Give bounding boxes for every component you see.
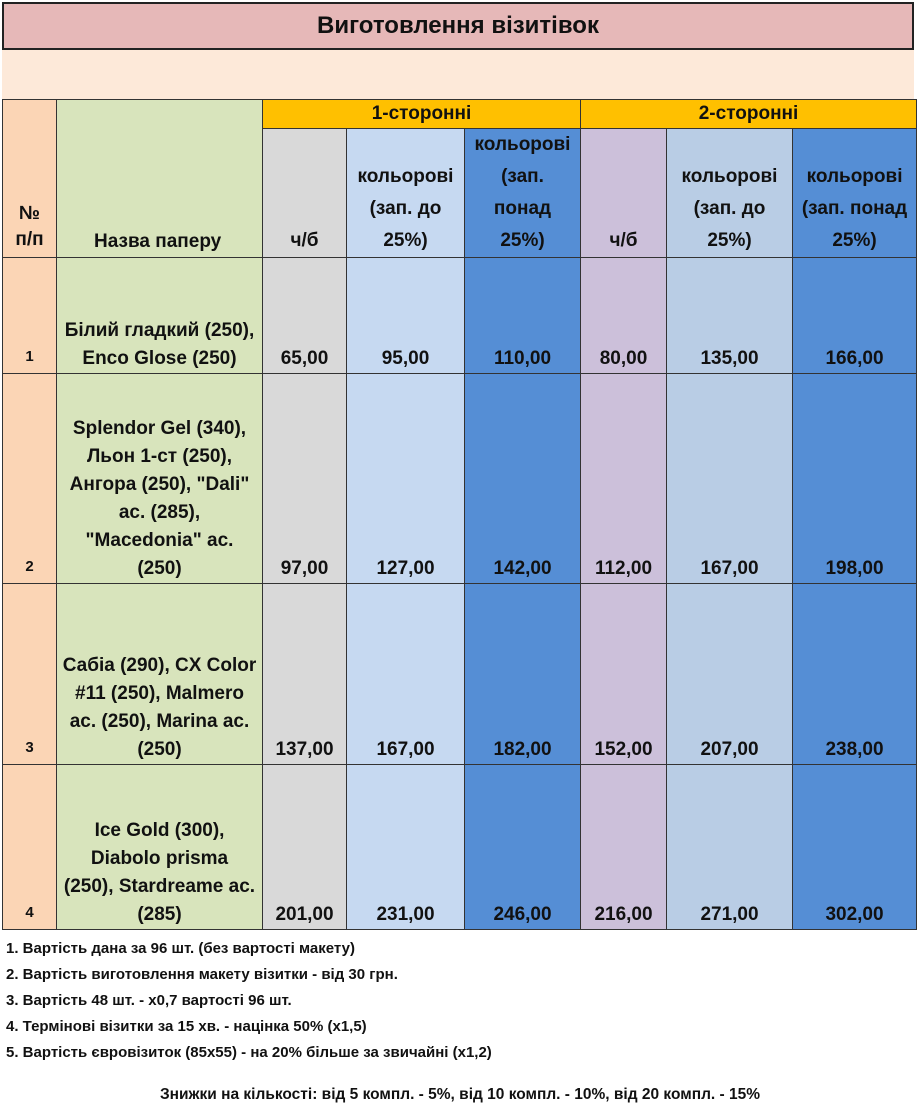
color-high-header: кольорові (зап. понад 25%) [463,128,582,258]
name-line: (285) [137,904,182,925]
price-cell: 167,00 [346,583,465,765]
header-line: кольорові [357,166,454,187]
header-band [2,50,914,100]
price-cell: 65,00 [262,257,347,374]
price-cell: 127,00 [346,373,465,584]
price-cell: 216,00 [580,764,668,930]
price-cell: 110,00 [463,257,582,374]
table-row: 3 Сабіа (290), CX Color #11 (250), Malme… [2,583,918,765]
header-line: 25%) [832,230,877,251]
name-line: Splendor Gel (340), [72,418,247,439]
color-low-header: кольорові (зап. до 25%) [346,128,465,258]
price-cell: 152,00 [580,583,668,765]
header-line: 25%) [383,230,428,251]
header-line: кольорові [474,134,571,155]
price-cell: 201,00 [262,764,347,930]
header-line: (зап. понад [801,198,908,219]
num-header-line: № [18,203,41,224]
column-header-row: ч/б кольорові (зап. до 25%) кольорові (з… [3,128,918,258]
row-number: 1 [2,257,57,374]
header-line: понад [493,198,552,219]
price-cell: 302,00 [792,764,918,930]
name-line: Льон 1-ст (250), [86,446,233,467]
name-line: Сабіа (290), CX Color [62,655,257,676]
group-one-sided: 1-сторонні [261,99,582,129]
name-line: (250), Stardreame ас. [63,876,256,897]
name-header: Назва паперу [56,99,263,258]
group-header-row: № п/п Назва паперу 1-сторонні 2-сторонні [2,99,918,258]
note-item: 2. Вартість виготовлення макету візитки … [6,966,398,983]
num-header-line: п/п [15,229,44,250]
price-cell: 231,00 [346,764,465,930]
table-row: 4 Ice Gold (300), Diabolo prisma (250), … [2,764,918,930]
note-item: 3. Вартість 48 шт. - х0,7 вартості 96 шт… [6,992,292,1009]
table-row: 1 Білий гладкий (250), Enco Glose (250) … [2,257,918,374]
row-number: 3 [2,583,57,765]
price-cell: 97,00 [262,373,347,584]
price-cell: 271,00 [666,764,794,930]
paper-name: Білий гладкий (250), Enco Glose (250) [56,257,263,374]
name-line: Enco Glose (250) [82,348,237,369]
header-line: (зап. [501,166,544,187]
price-cell: 80,00 [580,257,668,374]
bw-header: ч/б [262,128,347,258]
header-line: кольорові [681,166,778,187]
price-cell: 207,00 [666,583,794,765]
paper-name: Ice Gold (300), Diabolo prisma (250), St… [56,764,263,930]
price-cell: 182,00 [463,583,582,765]
header-line: 25%) [500,230,545,251]
name-line: Білий гладкий (250), [64,320,255,341]
color-high2-header: кольорові (зап. понад 25%) [792,128,918,258]
name-line: ас. (250), Marina ас. [69,711,250,732]
price-cell: 135,00 [666,257,794,374]
name-line: Ice Gold (300), [94,820,225,841]
name-line: (250) [137,739,182,760]
note-item: 1. Вартість дана за 96 шт. (без вартості… [6,940,355,957]
header-line: кольорові [806,166,903,187]
note-item: 4. Термінові візитки за 15 хв. - націнка… [6,1018,367,1035]
price-cell: 142,00 [463,373,582,584]
name-line: Diabolo prisma [90,848,229,869]
notes-list: 1. Вартість дана за 96 шт. (без вартості… [6,936,906,1066]
price-cell: 238,00 [792,583,918,765]
note-item: 5. Вартість євровізиток (85х55) - на 20%… [6,1044,492,1061]
table-row: 2 Splendor Gel (340), Льон 1-ст (250), А… [2,373,918,584]
bw2-header: ч/б [580,128,668,258]
name-line: "Macedonia" ас. [85,530,234,551]
price-cell: 112,00 [580,373,668,584]
price-cell: 246,00 [463,764,582,930]
num-header: № п/п [2,99,57,258]
discount-note: Знижки на кількості: від 5 компл. - 5%, … [159,1086,761,1103]
price-table: № п/п Назва паперу 1-сторонні 2-сторонні… [2,99,918,930]
group-two-sided: 2-сторонні [580,99,918,129]
paper-name: Сабіа (290), CX Color #11 (250), Malmero… [56,583,263,765]
name-line: #11 (250), Malmero [75,683,244,704]
price-cell: 167,00 [666,373,794,584]
color-low2-header: кольорові (зап. до 25%) [666,128,794,258]
name-line: ас. (285), [118,502,201,523]
price-cell: 198,00 [792,373,918,584]
row-number: 2 [2,373,57,584]
name-line: (250) [137,558,182,579]
header-line: (зап. до [693,198,766,219]
header-line: 25%) [707,230,752,251]
name-line: Ангора (250), "Dali" [69,474,250,495]
price-cell: 95,00 [346,257,465,374]
header-line: (зап. до [369,198,442,219]
paper-name: Splendor Gel (340), Льон 1-ст (250), Анг… [56,373,263,584]
page-title: Виготовлення візитівок [2,2,914,50]
row-number: 4 [2,764,57,930]
price-cell: 166,00 [792,257,918,374]
price-cell: 137,00 [262,583,347,765]
